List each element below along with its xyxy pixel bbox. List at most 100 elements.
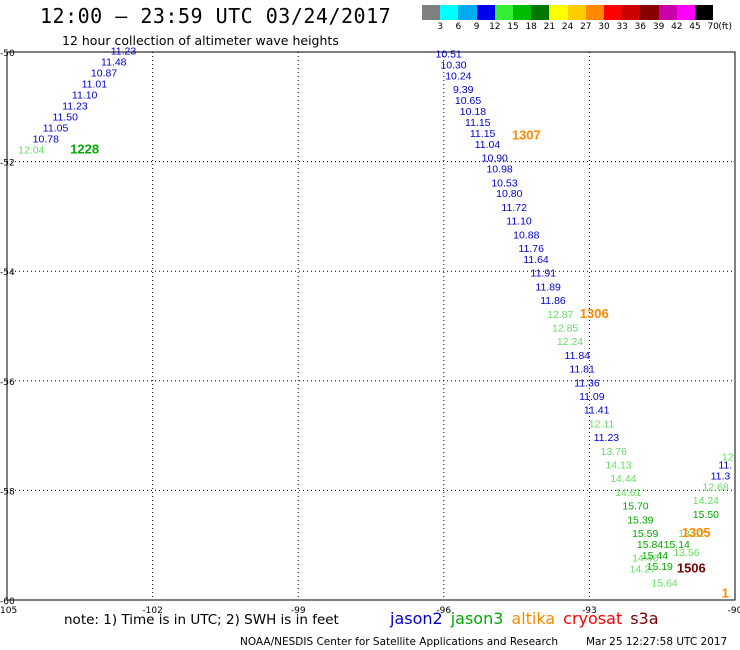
color-swatch-70 [695, 5, 714, 20]
color-swatch-24 [549, 5, 568, 20]
wave-height-value: 12.68 [702, 481, 728, 493]
wave-height-value: 11.36 [574, 377, 600, 389]
color-swatch-39 [640, 5, 659, 20]
footnote: note: 1) Time is in UTC; 2) SWH is in fe… [64, 612, 339, 628]
track-time-label: 1307 [512, 128, 541, 143]
color-swatch-27 [567, 5, 586, 20]
satellite-legend: jason2 jason3 altika cryosat s3a [390, 609, 667, 628]
wave-height-value: 11.91 [531, 268, 557, 280]
wave-height-value: 15.44 [642, 550, 668, 562]
color-scale-label: 27 [580, 22, 592, 32]
wave-height-value: 11.89 [535, 281, 561, 293]
wave-height-value: 12.85 [552, 322, 578, 334]
wave-height-value: 15.50 [693, 509, 719, 521]
lon-tick-label: -96 [436, 606, 451, 616]
wave-height-value: 15.59 [632, 528, 658, 540]
wave-height-value: 11.50 [52, 112, 78, 124]
wave-height-value: 12 [722, 451, 734, 463]
chart-subtitle: 12 hour collection of altimeter wave hei… [62, 33, 339, 48]
color-swatch-33 [604, 5, 623, 20]
wave-height-value: 10.98 [486, 164, 512, 176]
legend-entry-jason2: jason2 [390, 609, 443, 628]
wave-height-value: 10.78 [33, 133, 59, 145]
wave-height-value: 11.09 [579, 391, 605, 403]
color-scale-label: 18 [525, 22, 537, 32]
lon-tick-label: -102 [142, 606, 162, 616]
wave-height-value: 11.23 [111, 46, 137, 58]
wave-height-value: 12.04 [18, 144, 44, 156]
wave-height-value: 10.18 [460, 106, 486, 118]
color-scale-label: 6 [455, 22, 462, 32]
wave-height-value: 14.24 [693, 495, 719, 507]
wave-height-value: 11.3 [711, 470, 731, 482]
wave-height-value: 12.24 [557, 336, 583, 348]
credit-footer: NOAA/NESDIS Center for Satellite Applica… [240, 636, 727, 648]
track-labels: 1228 1307 1306 1305 1506 1 [70, 128, 729, 601]
wave-height-value: 10.90 [482, 153, 508, 165]
legend-entry-jason3: jason3 [450, 609, 504, 628]
color-scale-label: 33 [616, 22, 628, 32]
wave-height-value: 13.82 [678, 528, 704, 540]
color-scale-label: 24 [561, 22, 574, 32]
wave-height-value: 14.40 [632, 553, 658, 565]
color-swatch-9 [458, 5, 477, 20]
wave-height-value: 14.13 [605, 459, 631, 471]
wave-height-value: 11.76 [518, 243, 544, 255]
lon-tick-label: -99 [291, 606, 306, 616]
wave-height-value: 15.39 [627, 514, 653, 526]
wave-height-value: 15.19 [647, 561, 673, 573]
wave-height-value: 11.10 [506, 216, 532, 228]
color-scale-label: 15 [507, 22, 519, 32]
wave-height-value: 11.81 [569, 364, 595, 376]
color-scale-label: 36 [634, 22, 647, 32]
wave-height-value: 12.87 [547, 309, 573, 321]
color-scale-legend: 3 6 9 12 15 18 21 24 27 30 33 36 39 42 45 70 (ft) [422, 5, 732, 35]
wave-height-value: 10.87 [91, 68, 117, 80]
color-scale-label: 21 [543, 22, 556, 32]
wave-height-value: 14.44 [610, 473, 636, 485]
wave-height-value: 11.10 [72, 90, 98, 102]
color-swatch-3 [422, 5, 441, 20]
color-scale-label: 39 [652, 22, 665, 32]
wave-height-value: 10.65 [455, 95, 481, 107]
track-time-label: 1 [722, 585, 729, 600]
color-scale-label: 42 [671, 22, 683, 32]
color-swatch-15 [494, 5, 513, 20]
wave-height-value: 13.56 [673, 547, 699, 559]
color-scale-unit: (ft) [718, 22, 732, 32]
wave-height-value: 11.23 [594, 432, 620, 444]
wave-height-value: 11.48 [101, 57, 127, 69]
wave-height-value: 11.41 [584, 405, 610, 417]
map-axes: -105-102-99-96-93-90-50-52-54-56-58-60 [0, 49, 740, 616]
color-swatch-21 [531, 5, 550, 20]
wave-height-value: 10.80 [496, 188, 522, 200]
wave-height-value: 10.51 [436, 48, 462, 60]
track-time-label: 1506 [677, 561, 706, 576]
wave-height-value: 11.01 [82, 79, 108, 91]
wave-height-value: 11.15 [470, 128, 496, 140]
color-scale-label: 3 [437, 22, 444, 32]
wave-height-value: 15.70 [622, 501, 648, 513]
color-swatch-30 [585, 5, 604, 20]
track-time-label: 1305 [682, 525, 711, 540]
wave-height-value: 10.30 [440, 59, 466, 71]
map-grid [7, 52, 735, 600]
wave-height-value: 11. [718, 459, 732, 471]
wave-height-value: 14.27 [630, 564, 656, 576]
wave-height-value: 11.64 [523, 254, 549, 266]
wave-height-value: 13.76 [601, 446, 627, 458]
color-scale-label: 9 [473, 22, 480, 32]
chart-title: 12:00 – 23:59 UTC 03/24/2017 [40, 4, 392, 28]
wave-height-value: 11.05 [43, 122, 69, 134]
wave-height-value: 11.84 [565, 350, 591, 362]
legend-entry-altika: altika [511, 609, 556, 628]
lat-tick-label: -60 [0, 597, 15, 607]
credit-text: NOAA/NESDIS Center for Satellite Applica… [240, 636, 558, 648]
color-swatch-36 [622, 5, 641, 20]
lon-tick-label: -105 [0, 606, 17, 616]
color-scale-label: 30 [598, 22, 610, 32]
color-swatch-18 [513, 5, 532, 20]
lon-tick-label: -93 [582, 606, 597, 616]
color-swatch-45 [676, 5, 695, 20]
